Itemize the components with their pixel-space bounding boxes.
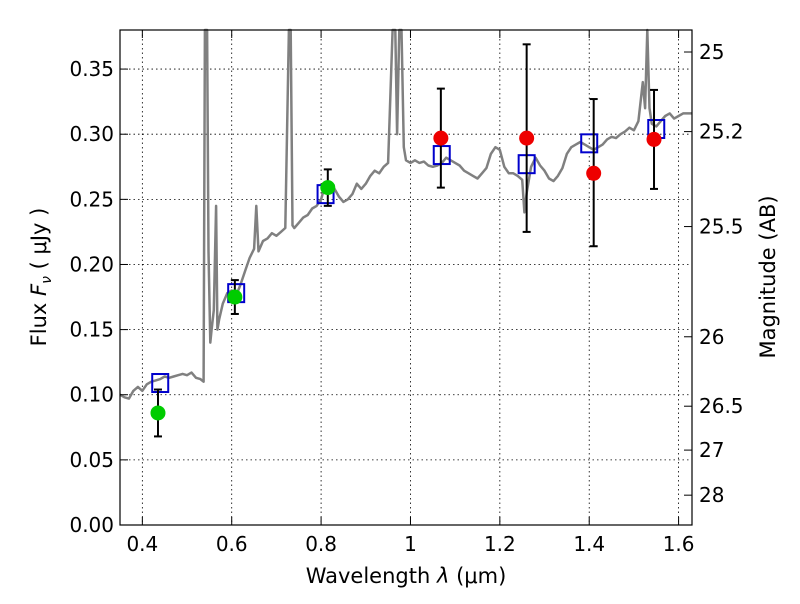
y-tick-label: 0.00 bbox=[69, 513, 114, 537]
y-axis-label: Flux Fν ( μJy ) bbox=[27, 208, 55, 347]
y-right-tick-label: 27 bbox=[699, 438, 724, 462]
y-tick-label: 0.05 bbox=[69, 448, 114, 472]
observed-flux-point bbox=[586, 165, 602, 181]
plot-frame bbox=[119, 29, 693, 526]
y-tick-label: 0.25 bbox=[69, 187, 114, 211]
x-tick-label: 0.4 bbox=[126, 532, 158, 556]
x-tick-label: 1.2 bbox=[484, 532, 516, 556]
x-tick-label: 0.6 bbox=[216, 532, 248, 556]
y-axis-right-label: Magnitude (AB) bbox=[756, 195, 780, 358]
x-tick-label: 1 bbox=[404, 532, 417, 556]
y-right-tick-label: 26.5 bbox=[699, 394, 744, 418]
y-tick-label: 0.35 bbox=[69, 57, 114, 81]
observed-flux-point bbox=[320, 180, 336, 196]
observed-flux-point bbox=[227, 289, 243, 305]
y-tick-label: 0.30 bbox=[69, 122, 114, 146]
x-tick-label: 0.8 bbox=[305, 532, 337, 556]
y-tick-label: 0.15 bbox=[69, 318, 114, 342]
x-tick-label: 1.4 bbox=[573, 532, 605, 556]
y-right-tick-label: 28 bbox=[699, 483, 724, 507]
x-axis-label: Wavelength λ (μm) bbox=[306, 564, 507, 588]
photometry-markers bbox=[150, 43, 666, 438]
observed-flux-point bbox=[150, 405, 166, 421]
y-right-tick-label: 25.2 bbox=[699, 120, 744, 144]
y-right-tick-label: 26 bbox=[699, 325, 724, 349]
y-right-tick-label: 25 bbox=[699, 40, 724, 64]
observed-flux-point bbox=[646, 131, 662, 147]
y-tick-label: 0.20 bbox=[69, 252, 114, 276]
y-tick-label: 0.10 bbox=[69, 383, 114, 407]
y-right-tick-label: 25.5 bbox=[699, 215, 744, 239]
model-flux-square bbox=[580, 133, 599, 154]
x-tick-label: 1.6 bbox=[663, 532, 695, 556]
model-flux-square bbox=[151, 373, 170, 394]
observed-flux-point bbox=[519, 130, 535, 146]
observed-flux-point bbox=[433, 130, 449, 146]
axis-ticks: 0.4 0.6 0.8 1 1.2 1.4 1.6 0.00 0.05 0.10 0.15 0.20 0… bbox=[69, 30, 744, 556]
